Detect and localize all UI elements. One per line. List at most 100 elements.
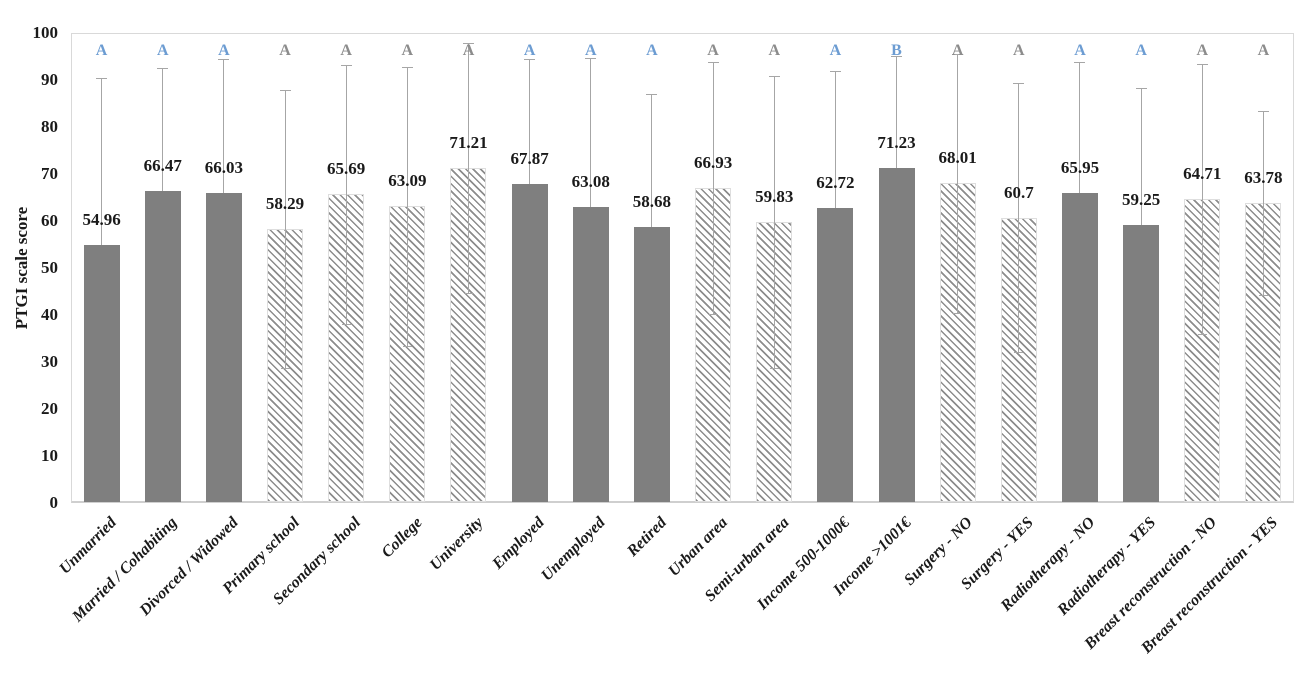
error-bar-upper-line — [1018, 83, 1020, 218]
bar-value-label: 65.69 — [327, 159, 366, 179]
bar-solid — [817, 208, 854, 502]
error-bar-upper-cap — [891, 55, 903, 57]
y-tick-label: 80 — [41, 117, 58, 136]
significance-letter: A — [1135, 42, 1147, 59]
error-bar-upper-cap — [218, 59, 230, 61]
significance-letter: A — [279, 42, 291, 59]
bar-value-label: 58.29 — [265, 194, 305, 214]
bar-value-label: 58.68 — [632, 192, 672, 212]
error-bar-upper-cap — [585, 58, 597, 60]
error-bar-lower-cap — [769, 367, 779, 369]
significance-letter: A — [1013, 42, 1025, 59]
error-bar-lower-line — [406, 206, 408, 347]
bar-value-label: 66.93 — [693, 153, 733, 173]
error-bar-lower-cap — [341, 323, 351, 325]
error-bar-upper-cap — [96, 78, 108, 80]
bar-solid — [1061, 193, 1098, 502]
error-bar-upper-cap — [1257, 111, 1269, 113]
bar-value-label: 65.95 — [1060, 158, 1100, 178]
error-bar-upper-line — [345, 64, 347, 195]
error-bar-lower-cap — [708, 314, 718, 316]
significance-letter: A — [829, 42, 842, 59]
bar-value-label: 67.87 — [510, 149, 549, 168]
x-axis-category-label: Urban area — [665, 514, 732, 580]
bar-value-label: 54.96 — [82, 209, 121, 229]
x-axis-category-label: Employed — [489, 514, 548, 573]
error-bar-upper-cap — [401, 66, 413, 68]
error-bar-upper-cap — [707, 62, 719, 64]
bar-value-label: 68.01 — [938, 148, 977, 168]
significance-letter: A — [218, 42, 230, 59]
error-bar-lower-line — [957, 183, 959, 314]
x-axis-category-label: Retired — [623, 514, 670, 560]
bar-value-label: 66.03 — [204, 157, 243, 177]
x-axis-category-label: College — [378, 514, 426, 562]
significance-letter: A — [1196, 42, 1209, 59]
error-bar-upper-cap — [279, 89, 291, 91]
error-bar-upper-line — [1079, 61, 1081, 194]
error-bar-upper-cap — [646, 94, 658, 96]
error-bar-upper-cap — [1074, 61, 1086, 63]
y-tick-label: 30 — [41, 352, 58, 371]
bar-solid — [572, 206, 609, 502]
error-bar-upper-cap — [952, 53, 964, 55]
error-bar-lower-line — [1018, 217, 1020, 353]
error-bar-upper-cap — [1013, 83, 1025, 85]
error-bar-lower-cap — [463, 293, 473, 295]
y-tick-label: 50 — [41, 258, 58, 277]
error-bar-upper-line — [651, 94, 653, 228]
error-bar-lower-line — [1262, 203, 1264, 296]
bar-value-label: 59.25 — [1122, 189, 1161, 209]
error-bar-upper-cap — [829, 70, 841, 72]
error-bar-upper-line — [834, 70, 836, 209]
error-bar-lower-line — [345, 194, 347, 324]
error-bar-lower-cap — [1014, 352, 1024, 354]
error-bar-upper-line — [1262, 111, 1264, 204]
bar-solid — [144, 190, 181, 502]
error-bar-lower-cap — [402, 346, 412, 348]
error-bar-upper-cap — [340, 64, 352, 66]
error-bar-upper-line — [957, 53, 959, 184]
y-tick-label: 40 — [41, 305, 58, 324]
bar-solid — [1123, 224, 1160, 502]
x-axis-category-label: Married / Cohabiting — [69, 514, 181, 626]
bar-value-label: 63.78 — [1244, 168, 1283, 188]
significance-letter: A — [584, 42, 597, 59]
error-bar-lower-line — [284, 229, 286, 369]
significance-letter: A — [1257, 42, 1270, 59]
error-bar-upper-line — [590, 58, 592, 207]
y-tick-label: 70 — [41, 164, 58, 183]
significance-letter: A — [462, 42, 475, 59]
error-bar-lower-cap — [280, 368, 290, 370]
bar-solid — [205, 192, 242, 502]
y-tick-label: 90 — [41, 70, 58, 89]
error-bar-upper-line — [1140, 87, 1142, 225]
x-axis-category-label: Unmarried — [56, 514, 120, 578]
bar-value-label: 66.47 — [143, 155, 182, 175]
error-bar-upper-line — [162, 67, 164, 191]
significance-letter: A — [340, 42, 352, 59]
bar-value-label: 71.23 — [877, 133, 916, 153]
error-bar-lower-cap — [1258, 295, 1268, 297]
error-bar-upper-line — [712, 62, 714, 189]
y-tick-label: 10 — [41, 446, 58, 465]
error-bar-upper-line — [223, 59, 225, 193]
error-bar-upper-line — [467, 43, 469, 169]
error-bar-lower-line — [773, 221, 775, 368]
bar-value-label: 63.09 — [388, 171, 427, 191]
bar-value-label: 59.83 — [755, 186, 794, 206]
error-bar-lower-cap — [953, 313, 963, 315]
significance-letter: A — [707, 42, 719, 59]
plot-area — [71, 33, 1294, 503]
bar-value-label: 62.72 — [816, 173, 855, 193]
significance-letter: B — [891, 42, 902, 59]
error-bar-lower-line — [1201, 198, 1203, 335]
x-axis-category-label: University — [426, 514, 487, 574]
bar-solid — [633, 227, 670, 502]
error-bar-upper-cap — [462, 43, 474, 45]
bar-value-label: 71.21 — [449, 133, 488, 153]
error-bar-upper-line — [406, 66, 408, 207]
y-tick-label: 20 — [41, 399, 58, 418]
significance-letter: A — [156, 42, 169, 59]
